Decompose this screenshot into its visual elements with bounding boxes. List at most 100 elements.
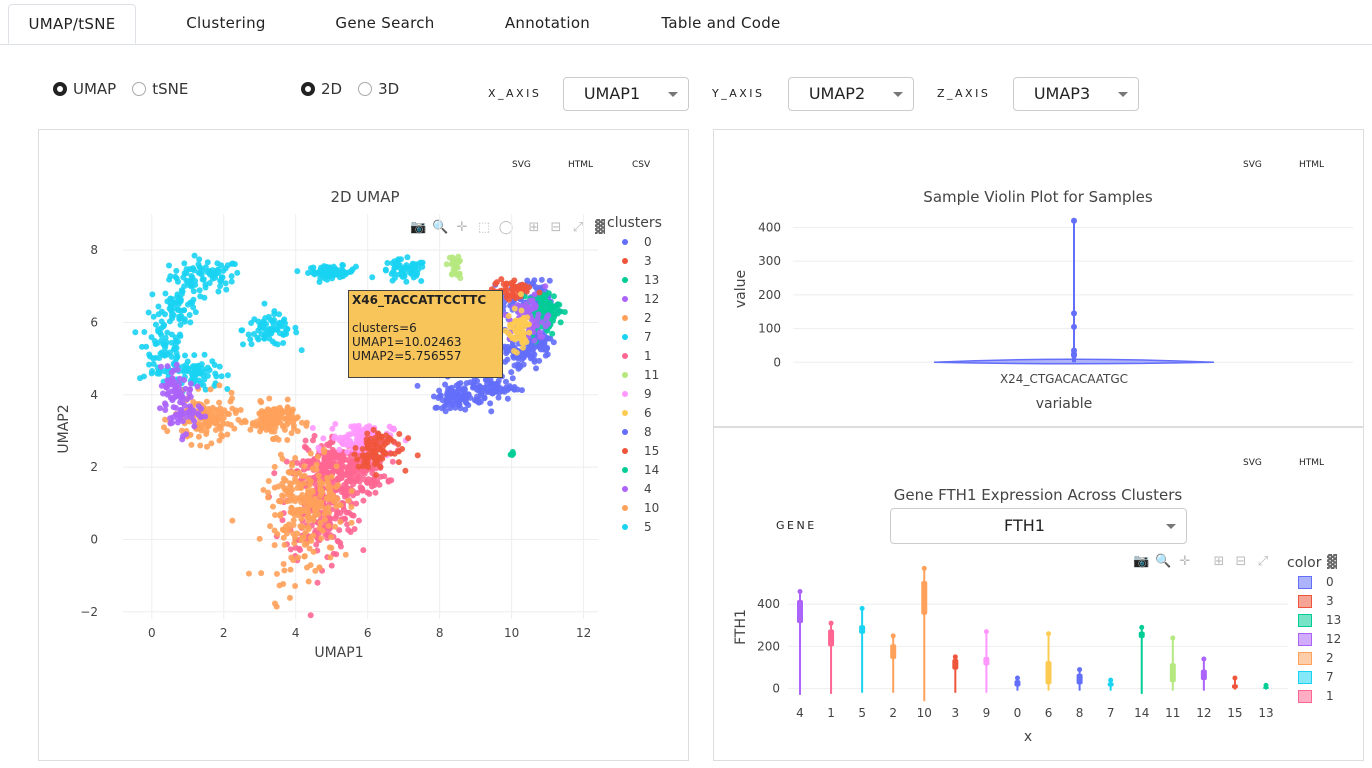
scatter-point (222, 280, 229, 287)
legend-item[interactable]: 11 (622, 368, 659, 382)
legend-item[interactable]: 2 (1298, 651, 1334, 665)
outlier-point (1201, 656, 1207, 662)
zoom-in-icon[interactable]: ⊞ (528, 220, 540, 235)
autoscale-icon[interactable]: ⤢ (572, 220, 584, 235)
legend-item[interactable]: 13 (1298, 613, 1341, 627)
box-select-icon[interactable]: ⬚ (477, 220, 491, 235)
radio-umap[interactable]: UMAP (53, 80, 116, 98)
y-axis-select[interactable]: UMAP2 (788, 77, 914, 111)
legend-item[interactable]: 3 (1298, 594, 1334, 608)
scatter-point (542, 283, 549, 290)
autoscale-icon[interactable]: ⤢ (1257, 554, 1269, 569)
scatter-point (207, 386, 214, 393)
legend-item[interactable]: 14 (622, 463, 659, 477)
scatter-point (539, 333, 546, 340)
outlier-point (1108, 677, 1114, 683)
y-tick-label: 6 (90, 315, 98, 329)
scatter-point (196, 256, 203, 263)
legend-item[interactable]: 8 (622, 425, 652, 439)
tab-gene-search[interactable]: Gene Search (335, 14, 435, 32)
legend-label: 9 (644, 387, 652, 401)
umap-y-axis-title: UMAP2 (56, 404, 72, 453)
html-download-button[interactable]: HTML (1299, 458, 1325, 468)
scatter-point (348, 268, 355, 275)
legend-item[interactable]: 15 (622, 444, 659, 458)
scatter-point (218, 262, 225, 269)
legend-item[interactable]: 4 (622, 482, 652, 496)
svg-download-button[interactable]: SVG (1243, 458, 1262, 468)
zoom-in-icon[interactable]: ⊞ (1213, 554, 1225, 569)
pan-icon[interactable]: ✛ (1179, 554, 1191, 569)
zoom-out-icon[interactable]: ⊟ (550, 220, 562, 235)
legend-item[interactable]: 0 (1298, 575, 1334, 589)
scatter-point (370, 426, 377, 433)
scatter-point (337, 518, 344, 525)
legend-item[interactable]: 12 (622, 292, 659, 306)
html-download-button[interactable]: HTML (568, 160, 594, 170)
html-download-button[interactable]: HTML (1299, 160, 1325, 170)
svg-download-button[interactable]: SVG (1243, 160, 1262, 170)
scatter-point (414, 382, 421, 389)
zoom-out-icon[interactable]: ⊟ (1235, 554, 1247, 569)
tab-table-and-code[interactable]: Table and Code (661, 14, 781, 32)
scatter-point (299, 534, 306, 541)
legend-item[interactable]: 6 (622, 406, 652, 420)
svg-download-button[interactable]: SVG (512, 160, 531, 170)
scatter-point (309, 269, 316, 276)
scatter-point (190, 398, 197, 405)
legend-item[interactable]: 0 (622, 235, 652, 249)
legend-item[interactable]: 13 (622, 273, 659, 287)
legend-item[interactable]: 7 (1298, 670, 1334, 684)
violin-category-label: X24_CTGACACAATGC (1000, 372, 1128, 386)
scatter-point (353, 427, 360, 434)
zoom-icon[interactable]: 🔍 (1155, 554, 1172, 569)
scatter-point (365, 454, 372, 461)
legend-item[interactable]: 2 (622, 311, 652, 325)
y-tick-label: 400 (757, 597, 780, 611)
radio-3d[interactable]: 3D (358, 80, 399, 98)
camera-icon[interactable]: 📷 (1133, 554, 1150, 569)
radio-tsne[interactable]: tSNE (132, 80, 188, 98)
scatter-point (389, 458, 396, 465)
x-tick-label: 1 (827, 706, 835, 720)
scatter-point (171, 394, 178, 401)
x-tick-label: 11 (1165, 706, 1180, 720)
csv-download-button[interactable]: CSV (632, 160, 651, 170)
lasso-icon[interactable]: ◯ (498, 220, 514, 235)
plotly-logo-icon[interactable]: ▓ (595, 220, 605, 235)
legend-marker (1298, 632, 1312, 646)
pan-icon[interactable]: ✛ (456, 220, 468, 235)
scatter-point (277, 512, 284, 519)
tab-annotation[interactable]: Annotation (504, 14, 591, 32)
legend-item[interactable]: 9 (622, 387, 652, 401)
tab-clustering[interactable]: Clustering (186, 14, 266, 32)
scatter-point (338, 451, 345, 458)
legend-item[interactable]: 5 (622, 520, 652, 534)
legend-item[interactable]: 7 (622, 330, 652, 344)
violin-title: Sample Violin Plot for Samples (923, 188, 1153, 206)
x-axis-select[interactable]: UMAP1 (563, 77, 689, 111)
radio-dot-icon (301, 82, 315, 96)
scatter-point (305, 526, 312, 533)
plotly-logo-icon[interactable]: ▓ (1327, 555, 1337, 570)
scatter-point (304, 504, 311, 511)
scatter-point (331, 433, 338, 440)
z-axis-select[interactable]: UMAP3 (1013, 77, 1139, 111)
tab-umap-tsne[interactable]: UMAP/tSNE (8, 4, 136, 44)
legend-item[interactable]: 1 (622, 349, 652, 363)
legend-item[interactable]: 10 (622, 501, 659, 515)
gene-select[interactable]: FTH1 (890, 508, 1187, 544)
scatter-point (181, 260, 188, 267)
legend-item[interactable]: 3 (622, 254, 652, 268)
scatter-point (146, 361, 153, 368)
camera-icon[interactable]: 📷 (410, 220, 427, 235)
legend-item[interactable]: 1 (1298, 689, 1334, 703)
scatter-point (191, 423, 198, 430)
legend-item[interactable]: 12 (1298, 632, 1341, 646)
radio-2d[interactable]: 2D (301, 80, 342, 98)
y-tick-label: 2 (90, 460, 98, 474)
scatter-point (231, 425, 238, 432)
